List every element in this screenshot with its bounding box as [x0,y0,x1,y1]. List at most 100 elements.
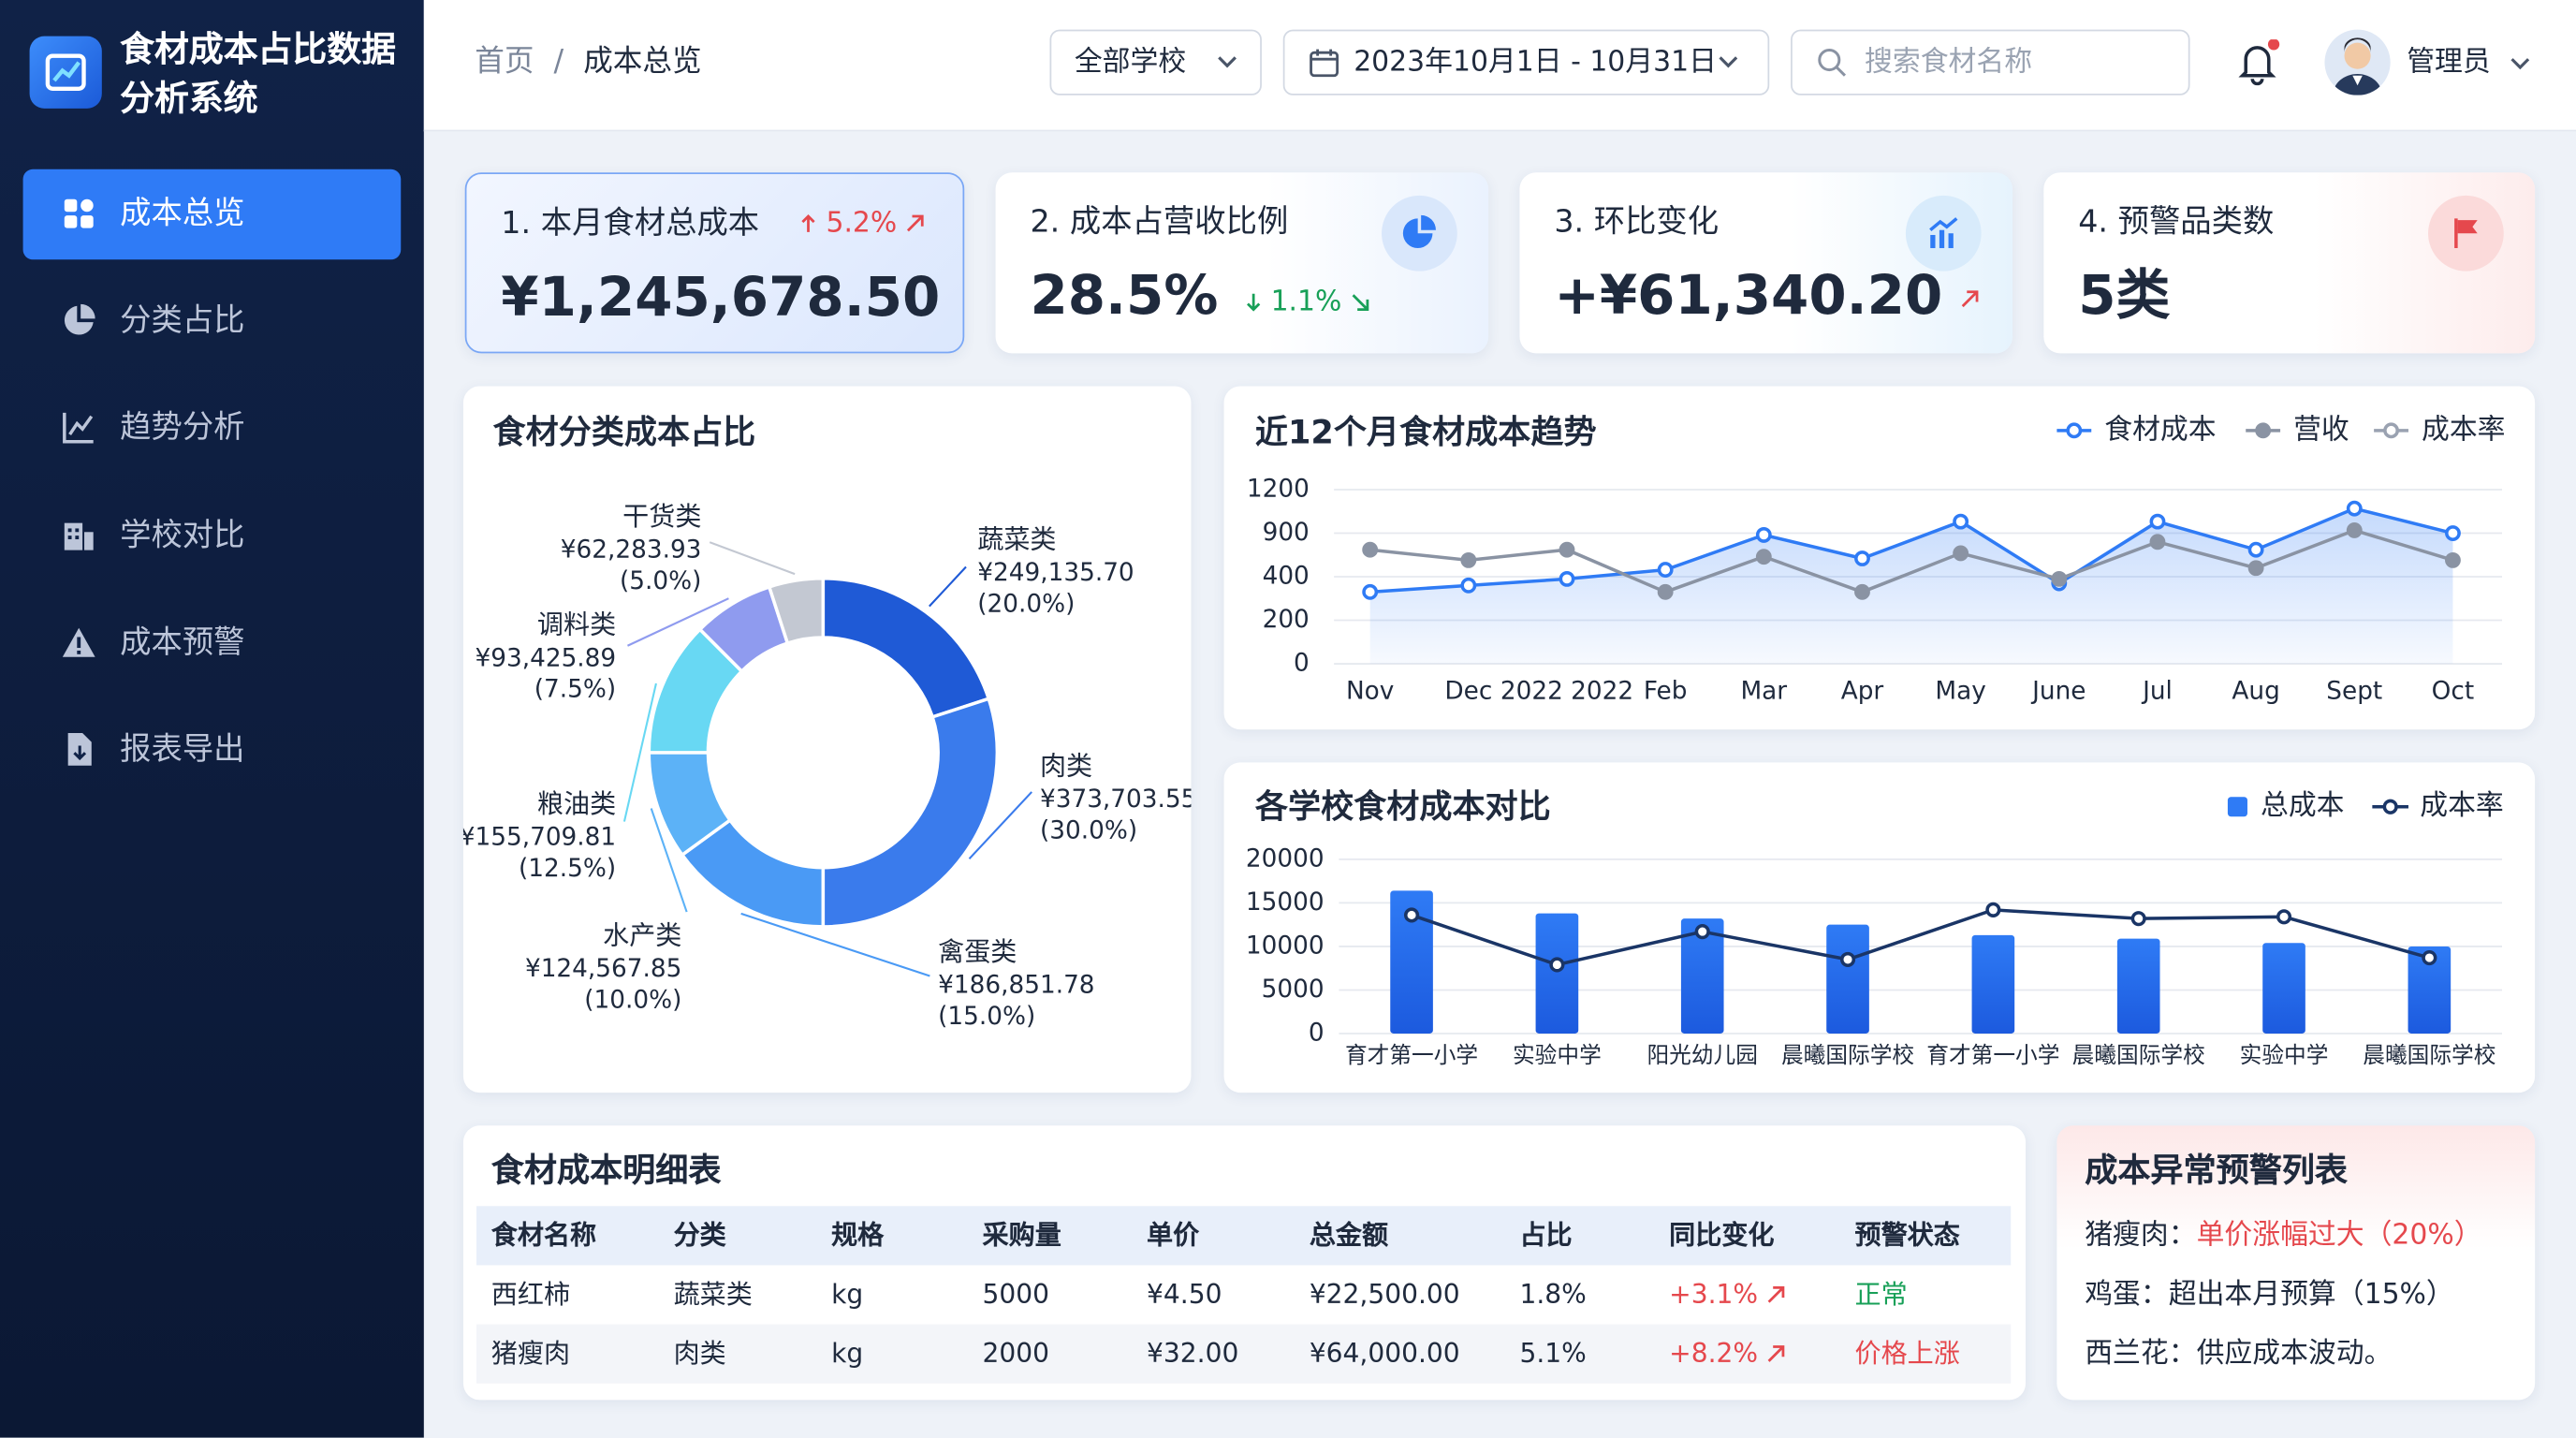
slice-value-label: ¥186,851.78 [938,972,1094,1000]
menu-item[interactable]: 报表导出 [23,705,402,796]
table-cell: 蔬菜类 [674,1275,753,1314]
chart-title: 各学校食材成本对比 [1255,788,1551,827]
icon-part [84,532,94,550]
x-tick-label: 晨曦国际学校 [2363,1042,2496,1068]
kpi-change-value: 5.2% [826,207,898,241]
alert-text: 超出本月预算（15%） [2168,1278,2454,1312]
menu-label: 分类占比 [120,301,245,339]
kpi-icon [1905,195,1982,271]
menu-item[interactable]: 成本总览 [22,169,402,260]
icon-part [75,536,80,540]
kpi-title: 1. 本月食材总成本 [501,205,760,242]
y-tick-label: 900 [1263,519,1310,547]
school-select[interactable]: 全部学校 [1049,29,1262,95]
table-card: 食材成本明细表 食材名称 分类 规格 采购量 单价 总金额 占比 同比变化 预警状态 西红柿 蔬菜类 k… [462,1125,2027,1401]
icon-part [77,637,81,649]
y-tick-label: 15000 [1246,888,1325,917]
trend-arrow [1767,1285,1785,1303]
icon-part [64,215,78,228]
alert-card: 成本异常预警列表 猪瘦肉：单价涨幅过大（20%） 鸡蛋：超出本月预算（15%） 西兰花… [2056,1125,2536,1401]
line-point [2346,500,2363,517]
slice-label: 蔬菜类 [977,523,1056,554]
alert-label: 西兰花： [2085,1337,2197,1371]
legend-label: 总成本 [2261,789,2344,822]
table-cell-text: 5.1% [1519,1337,1587,1369]
icon-part [80,198,94,213]
table-cell-text: ¥4.50 [1147,1278,1222,1310]
chevron [2510,58,2530,70]
line-point [2130,911,2146,927]
icon-part [63,412,94,444]
menu-icon [63,412,94,444]
icon-part [67,536,72,540]
x-tick-label: Jul [2141,677,2173,705]
notification-bell[interactable] [2234,38,2280,86]
icon-part [75,528,80,533]
icon-part [1310,51,1339,78]
table-header-cell: 规格 [831,1219,885,1251]
line-chart: 近12个月食材成本趋势 0 200 400 900 1200 Nov Dec 2022 2022… [1247,413,2506,705]
pie-card [462,386,1192,1093]
menu-item[interactable]: 分类占比 [23,276,402,367]
kpi-title: 4. 预警品类数 [2078,203,2275,241]
icon-part [1818,49,1841,72]
icon-part [1929,217,1958,232]
line-path [1369,528,2453,594]
kpi-card: 3. 环比变化 +¥61,340.20 [1519,172,2012,354]
alert-item: 鸡蛋：超出本月预算（15%） [2085,1275,2454,1314]
icon-part [67,528,72,533]
table-header-cell: 预警状态 [1854,1219,1960,1251]
kpi-value: +¥61,340.20 [1554,262,1943,328]
table-cell: 正常 [1855,1275,1908,1314]
logo-icon [45,53,86,91]
breadcrumb: 首页 / 成本总览 [475,43,701,82]
leader-line [740,912,930,977]
pie-slice [821,697,1000,929]
breadcrumb-item: 成本总览 [583,44,702,80]
table-cell-text: ¥64,000.00 [1309,1337,1460,1369]
icon-part [64,522,83,550]
icon-part [1939,229,1945,249]
line-path [1369,506,2453,594]
slice-percent-label: (12.5%) [519,855,616,883]
icon-part [80,215,94,228]
x-tick-label: 育才第一小学 [1345,1042,1478,1068]
line-point [1549,957,1565,973]
x-tick-label: 育才第一小学 [1926,1042,2059,1068]
date-picker[interactable]: 2023年10月1日 - 10月31日 [1282,29,1770,95]
line-point [1559,541,1575,558]
line-point [2422,949,2437,966]
avatar[interactable] [2324,29,2391,95]
chart-title: 近12个月食材成本趋势 [1255,413,1597,451]
icon-part [2250,78,2264,86]
menu-item[interactable]: 趋势分析 [23,383,402,474]
logo-shape [45,53,86,91]
table-cell: 2000 [983,1334,1049,1373]
chevron [1218,56,1237,68]
line-path [1411,908,2430,967]
x-tick-label: Dec [1444,677,1492,705]
line-point [2247,541,2264,558]
menu-item[interactable]: 学校对比 [23,492,402,582]
table-cell: 5000 [983,1275,1049,1314]
table-header-cell: 单价 [1147,1219,1200,1251]
trend-arrow [1352,294,1368,311]
kpi-value-row: +¥61,340.20 [1554,258,1988,334]
icon-part [1767,1285,1785,1303]
slice-value-label: ¥249,135.70 [977,559,1134,587]
search-box[interactable]: 搜索食材名称 [1791,29,2190,95]
icon-part [1767,1345,1785,1362]
pie-slice [767,577,826,646]
x-tick-label: 实验中学 [2240,1042,2329,1068]
legend-label: 成本率 [2422,413,2505,446]
x-tick-label: 阳光幼儿园 [1647,1042,1757,1068]
menu-item[interactable]: 成本预警 [23,598,402,689]
kpi-value: 28.5% [1030,262,1219,328]
alert-title: 成本异常预警列表 [2085,1150,2349,1190]
slice-percent-label: (7.5%) [534,676,616,704]
alert-item: 西兰花：供应成本波动。 [2085,1334,2392,1373]
slice-value-label: ¥124,567.85 [525,955,681,983]
slice-value-label: ¥373,703.55 [1040,785,1191,814]
kpi-value: ¥1,245,678.50 [501,264,941,330]
